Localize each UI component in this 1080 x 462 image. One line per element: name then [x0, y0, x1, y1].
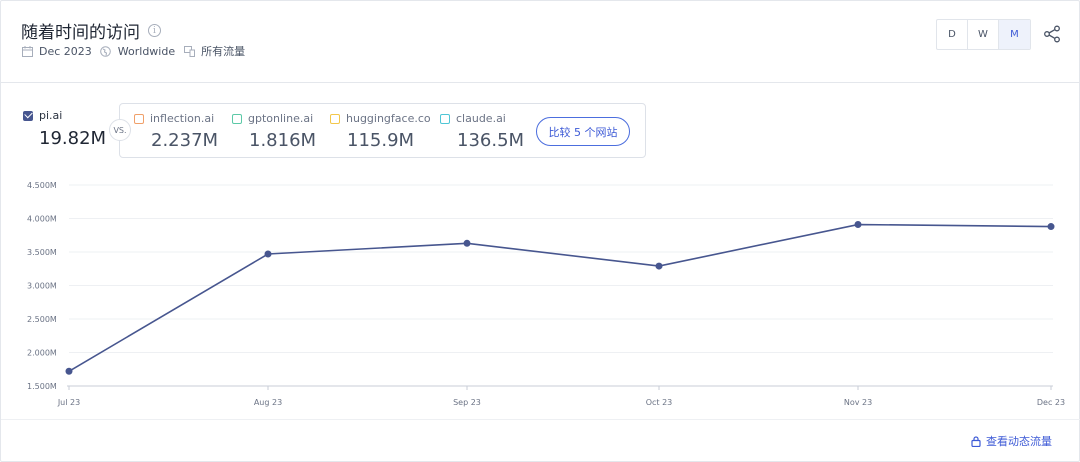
competitor-value: 136.5M — [457, 130, 525, 151]
competitor-name: huggingface.co — [346, 112, 431, 125]
vs-badge: VS. — [109, 119, 131, 141]
y-tick-label: 3.000M — [27, 282, 57, 291]
data-point — [65, 367, 73, 375]
competitor-name: inflection.ai — [150, 112, 215, 125]
primary-site-toggle[interactable]: pi.ai — [23, 109, 106, 122]
data-point — [1047, 223, 1055, 231]
header-divider — [1, 82, 1080, 83]
region-filter[interactable]: Worldwide — [100, 45, 175, 58]
competitor-item[interactable]: claude.ai 136.5M — [440, 112, 524, 151]
competitor-item[interactable]: huggingface.co 115.9M — [330, 112, 431, 151]
devices-icon — [183, 45, 195, 57]
date-text: Dec 2023 — [39, 44, 92, 58]
info-icon[interactable]: i — [148, 24, 161, 37]
y-tick-label: 4.500M — [27, 181, 57, 190]
data-point — [655, 262, 663, 270]
lock-icon — [971, 435, 981, 447]
x-tick-label: Dec 23 — [1037, 398, 1065, 407]
meta-row: Dec 2023 Worldwide 所有流量 — [21, 43, 253, 59]
share-icon[interactable] — [1043, 25, 1061, 43]
competitor-item[interactable]: gptonline.ai 1.816M — [232, 112, 316, 151]
competitor-value: 115.9M — [347, 130, 415, 151]
x-tick-label: Oct 23 — [646, 398, 673, 407]
primary-site: pi.ai 19.82M — [23, 109, 106, 149]
checkbox-checked-icon[interactable] — [23, 110, 33, 121]
primary-site-name: pi.ai — [39, 109, 63, 122]
competitor-name: gptonline.ai — [248, 112, 314, 125]
visits-line-chart: 1.500M 2.000M 2.500M 3.000M 3.500M 4.000M 4.50… — [27, 181, 1065, 407]
y-tick-label: 2.000M — [27, 349, 57, 358]
data-point — [463, 239, 471, 247]
granularity-month-button[interactable]: M — [999, 20, 1030, 49]
x-tick-label: Nov 23 — [844, 398, 872, 407]
calendar-icon — [21, 45, 33, 57]
competitor-value: 1.816M — [249, 130, 317, 151]
y-tick-label: 2.500M — [27, 315, 57, 324]
data-point — [854, 221, 862, 229]
footer-divider — [1, 419, 1080, 420]
globe-icon — [100, 45, 112, 57]
data-point — [264, 250, 272, 258]
region-text: Worldwide — [117, 44, 176, 58]
title-text: 随着时间的访问 — [21, 23, 140, 43]
y-tick-label: 4.000M — [27, 215, 57, 224]
granularity-week-button[interactable]: W — [968, 20, 999, 49]
x-tick-label: Sep 23 — [453, 398, 481, 407]
series-line — [68, 223, 1052, 372]
competitor-value: 2.237M — [151, 130, 219, 151]
y-tick-label: 1.500M — [27, 382, 57, 391]
checkbox-unchecked-icon[interactable] — [330, 113, 340, 124]
dynamic-traffic-link[interactable]: 查看动态流量 — [971, 433, 1052, 449]
competitor-item[interactable]: inflection.ai 2.237M — [134, 112, 218, 151]
x-tick-label: Aug 23 — [254, 398, 282, 407]
x-tick-label: Jul 23 — [57, 398, 80, 407]
traffic-text: 所有流量 — [201, 45, 246, 58]
checkbox-unchecked-icon[interactable] — [440, 113, 450, 124]
compare-sites-button[interactable]: 比较 5 个网站 — [536, 117, 630, 146]
checkbox-unchecked-icon[interactable] — [232, 113, 242, 124]
traffic-filter[interactable]: 所有流量 — [183, 43, 245, 59]
granularity-toggle: D W M — [936, 19, 1031, 50]
dynamic-traffic-text: 查看动态流量 — [986, 435, 1052, 448]
primary-site-value: 19.82M — [39, 128, 107, 149]
checkbox-unchecked-icon[interactable] — [134, 113, 144, 124]
granularity-day-button[interactable]: D — [937, 20, 968, 49]
competitor-name: claude.ai — [456, 112, 506, 125]
page-title: 随着时间的访问 i — [21, 18, 161, 43]
y-tick-label: 3.500M — [27, 248, 57, 257]
date-filter[interactable]: Dec 2023 — [21, 45, 92, 58]
